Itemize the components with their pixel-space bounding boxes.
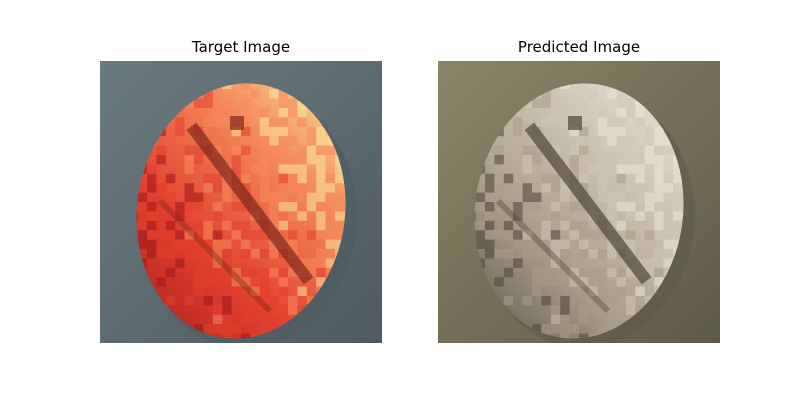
fruit-stripe (524, 122, 652, 285)
fruit-spot (230, 116, 244, 130)
predicted-image-canvas (438, 61, 720, 343)
target-image (100, 61, 382, 343)
predicted-image-title: Predicted Image (517, 38, 641, 56)
fruit-spot (568, 116, 582, 130)
predicted-image (438, 61, 720, 343)
target-panel: Target Image (100, 0, 382, 400)
target-image-canvas (100, 61, 382, 343)
fruit-stripe (186, 122, 314, 285)
predicted-panel: Predicted Image (438, 0, 720, 400)
target-image-title: Target Image (191, 38, 291, 56)
